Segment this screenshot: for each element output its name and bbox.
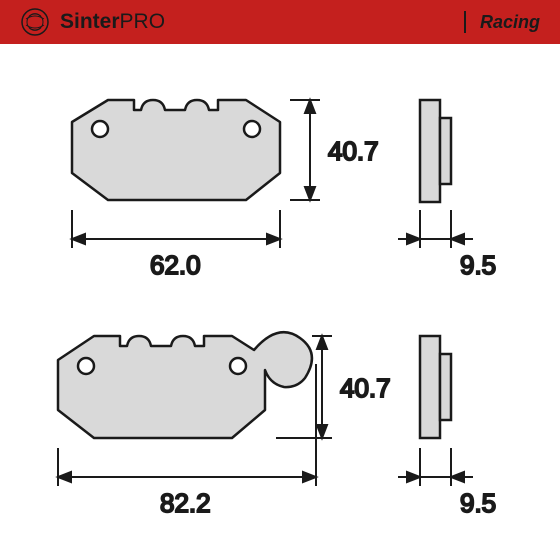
pad-a-height-label: 40.7 bbox=[328, 136, 379, 166]
pad-a-width-label: 62.0 bbox=[150, 250, 201, 280]
pad-b-width-label: 82.2 bbox=[160, 488, 211, 518]
dimension-drawing: 40.7 62.0 9.5 bbox=[0, 44, 560, 560]
diagram-area: 40.7 62.0 9.5 bbox=[0, 44, 560, 560]
category-label: Racing bbox=[480, 12, 540, 33]
pad-b-height-label: 40.7 bbox=[340, 373, 391, 403]
pad-a-thickness-label: 9.5 bbox=[460, 250, 496, 280]
header-left: SinterPRO bbox=[20, 7, 165, 37]
pad-a-front bbox=[72, 100, 280, 200]
pad-b-side bbox=[420, 336, 451, 438]
header-bar: SinterPRO Racing bbox=[0, 0, 560, 44]
pad-a-side bbox=[420, 100, 451, 202]
dim-pad-a-height: 40.7 bbox=[290, 100, 379, 200]
pad-b-front bbox=[58, 332, 312, 438]
brand-logo-icon bbox=[20, 7, 50, 37]
brand-light: PRO bbox=[120, 10, 166, 33]
header-right: Racing bbox=[464, 11, 540, 33]
dim-pad-a-width: 62.0 bbox=[72, 210, 280, 280]
pad-b-thickness-label: 9.5 bbox=[460, 488, 496, 518]
brand-bold: Sinter bbox=[60, 10, 120, 33]
brand-name: SinterPRO bbox=[60, 10, 165, 34]
dim-pad-a-thickness: 9.5 bbox=[398, 210, 496, 280]
header-divider bbox=[464, 11, 466, 33]
dim-pad-b-thickness: 9.5 bbox=[398, 448, 496, 518]
